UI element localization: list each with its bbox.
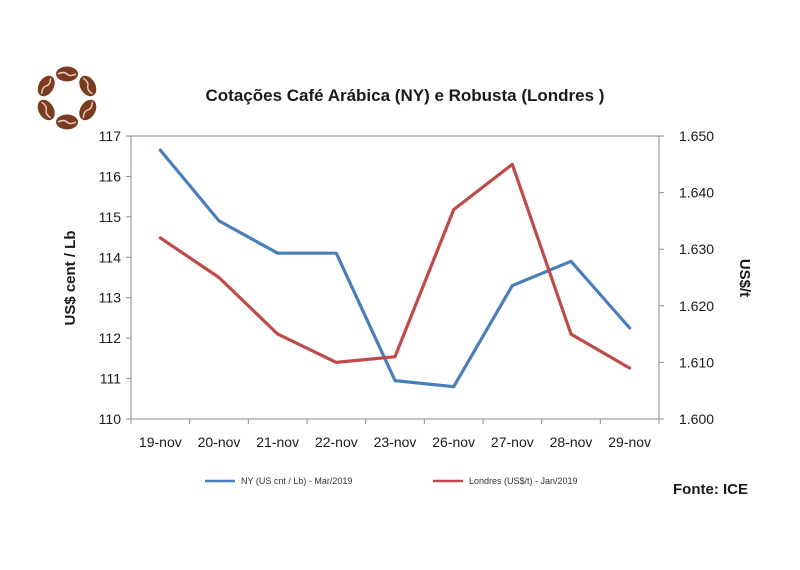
x-tick-label: 26-nov xyxy=(432,434,475,450)
right-tick-label: 1.600 xyxy=(679,411,714,427)
coffee-bean-icon xyxy=(37,75,55,97)
x-tick-label: 28-nov xyxy=(550,434,593,450)
right-tick-label: 1.610 xyxy=(679,354,714,370)
x-tick-label: 23-nov xyxy=(374,434,417,450)
coffee-bean-icon xyxy=(56,66,78,82)
right-tick-label: 1.650 xyxy=(679,128,714,144)
right-tick-label: 1.630 xyxy=(679,241,714,257)
x-tick-label: 27-nov xyxy=(491,434,534,450)
left-tick-label: 114 xyxy=(99,249,122,265)
legend: NY (US cnt / Lb) - Mar/2019 Londres (US$/… xyxy=(205,476,578,486)
coffee-bean-icon xyxy=(37,99,55,121)
legend-label: Londres (US$/t) - Jan/2019 xyxy=(469,476,578,486)
coffee-bean-icon xyxy=(79,99,97,121)
right-tick-label: 1.640 xyxy=(679,185,714,201)
x-tick-label: 20-nov xyxy=(198,434,241,450)
left-axis-label: US$ cent / Lb xyxy=(62,230,79,325)
x-tick-label: 21-nov xyxy=(256,434,299,450)
x-tick-label: 29-nov xyxy=(608,434,651,450)
x-tick-label: 19-nov xyxy=(139,434,182,450)
left-tick-label: 117 xyxy=(99,128,122,144)
series-line-ny xyxy=(158,148,632,389)
coffee-bean-icon xyxy=(56,114,78,130)
left-tick-label: 110 xyxy=(99,411,122,427)
left-tick-label: 116 xyxy=(99,168,122,184)
chart-title: Cotações Café Arábica (NY) e Robusta (Lo… xyxy=(206,86,605,105)
left-y-axis: 110 111 112 113 114 115 116 117 xyxy=(99,128,131,427)
left-tick-label: 115 xyxy=(99,209,122,225)
right-tick-label: 1.620 xyxy=(679,298,714,314)
coffee-bean-icon xyxy=(79,75,97,97)
x-tick-label: 22-nov xyxy=(315,434,358,450)
left-tick-label: 113 xyxy=(99,290,122,306)
series-layer xyxy=(158,148,632,389)
right-y-axis: 1.600 1.610 1.620 1.630 1.640 1.650 xyxy=(659,128,714,427)
series-line-londres xyxy=(158,162,632,370)
legend-label: NY (US cnt / Lb) - Mar/2019 xyxy=(241,476,352,486)
source-note: Fonte: ICE xyxy=(673,481,748,498)
x-axis: 19-nov 20-nov 21-nov 22-nov 23-nov 26-nov 27-n… xyxy=(130,419,660,450)
left-tick-label: 111 xyxy=(100,371,121,387)
left-tick-label: 112 xyxy=(99,330,122,346)
right-axis-label: US$/t xyxy=(736,259,753,297)
coffee-beans-logo xyxy=(37,66,97,130)
plot-area xyxy=(130,135,660,420)
